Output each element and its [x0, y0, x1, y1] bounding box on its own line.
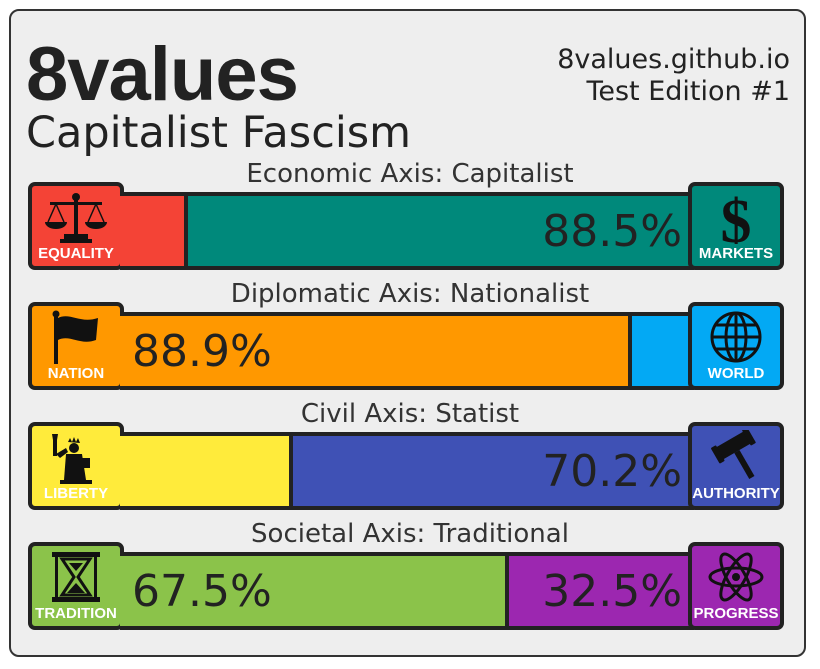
ideology-result: Capitalist Fascism	[26, 108, 412, 158]
equality-fill	[120, 196, 184, 266]
authority-percent: 70.2%	[542, 445, 682, 497]
liberty-label: LIBERTY	[43, 485, 109, 502]
flag-icon	[52, 310, 98, 364]
progress-label: PROGRESS	[693, 605, 779, 622]
scales-icon	[45, 193, 107, 243]
authority-icon-box: AUTHORITY	[688, 422, 784, 510]
world-icon-box: WORLD	[688, 302, 784, 390]
civil-bar: 70.2%	[120, 432, 694, 510]
diplomatic-axis-label: Diplomatic Axis: Nationalist	[230, 279, 590, 309]
nation-fill: 88.9%	[120, 316, 628, 386]
site-url: 8values.github.io	[557, 44, 790, 75]
authority-fill: 70.2%	[293, 436, 694, 506]
civil-axis-label: Civil Axis: Statist	[300, 399, 520, 429]
markets-fill: 88.5%	[188, 196, 694, 266]
markets-label: MARKETS	[698, 245, 774, 262]
nation-label: NATION	[47, 365, 105, 382]
societal-bar: 67.5% 32.5%	[120, 552, 694, 630]
svg-text:$: $	[721, 190, 752, 244]
atom-icon	[708, 552, 764, 602]
economic-bar: 88.5%	[120, 192, 694, 270]
nation-percent: 88.9%	[132, 325, 272, 377]
equality-label: EQUALITY	[38, 245, 114, 262]
markets-percent: 88.5%	[542, 205, 682, 257]
dollar-icon: $	[721, 190, 752, 244]
brand-title: 8values	[26, 32, 299, 117]
world-fill	[632, 316, 694, 386]
statue-of-liberty-icon	[52, 434, 92, 484]
progress-fill: 32.5%	[509, 556, 694, 626]
tradition-percent: 67.5%	[132, 565, 272, 617]
progress-percent: 32.5%	[542, 565, 682, 617]
site-info: 8values.github.io Test Edition #1	[557, 44, 790, 108]
globe-icon	[710, 311, 762, 363]
nation-icon-box: NATION	[28, 302, 124, 390]
gavel-icon	[711, 430, 756, 479]
markets-icon-box: $ MARKETS	[688, 182, 784, 270]
world-label: WORLD	[707, 365, 765, 382]
progress-icon-box: PROGRESS	[688, 542, 784, 630]
liberty-fill	[120, 436, 289, 506]
tradition-fill: 67.5%	[120, 556, 505, 626]
societal-axis-label: Societal Axis: Traditional	[251, 519, 569, 549]
diplomatic-bar: 88.9%	[120, 312, 694, 390]
hourglass-icon	[52, 552, 100, 602]
edition-label: Test Edition #1	[586, 76, 790, 107]
tradition-label: TRADITION	[35, 605, 117, 622]
equality-icon-box: EQUALITY	[28, 182, 124, 270]
authority-label: AUTHORITY	[692, 485, 780, 502]
liberty-icon-box: LIBERTY	[28, 422, 124, 510]
economic-axis-label: Economic Axis: Capitalist	[246, 159, 574, 189]
tradition-icon-box: TRADITION	[28, 542, 124, 630]
